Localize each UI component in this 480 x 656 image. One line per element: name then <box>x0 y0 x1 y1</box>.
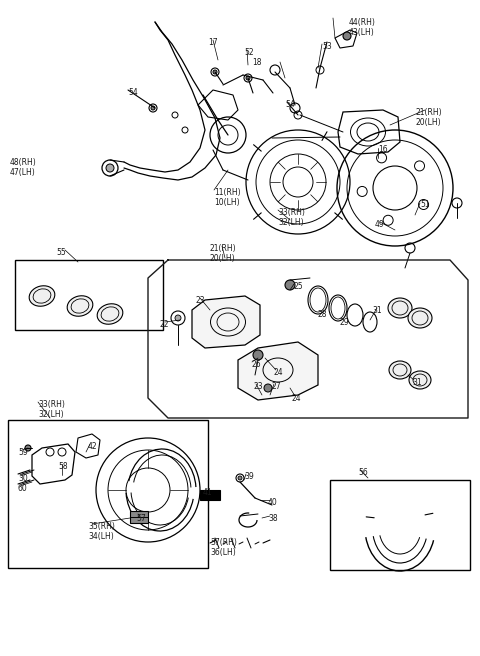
Text: 10(LH): 10(LH) <box>214 198 240 207</box>
Text: 33(RH): 33(RH) <box>38 400 65 409</box>
Ellipse shape <box>389 361 411 379</box>
Bar <box>130 511 148 523</box>
Polygon shape <box>192 296 260 348</box>
Text: 33(RH): 33(RH) <box>278 208 305 217</box>
Text: 41: 41 <box>203 488 213 497</box>
Text: 38: 38 <box>268 514 277 523</box>
Text: 21(RH): 21(RH) <box>415 108 442 117</box>
Text: 43(LH): 43(LH) <box>349 28 375 37</box>
Ellipse shape <box>67 296 93 316</box>
Text: 31: 31 <box>412 378 421 387</box>
Text: 60: 60 <box>18 484 28 493</box>
Circle shape <box>285 280 295 290</box>
Text: 28: 28 <box>318 310 327 319</box>
Ellipse shape <box>388 298 412 318</box>
Text: 26: 26 <box>252 360 262 369</box>
Text: 32(LH): 32(LH) <box>38 410 64 419</box>
Text: 54: 54 <box>285 100 295 109</box>
Text: 55: 55 <box>56 248 66 257</box>
Bar <box>15 260 163 330</box>
Text: 16: 16 <box>378 145 388 154</box>
Text: 22: 22 <box>160 320 169 329</box>
Text: 48(RH): 48(RH) <box>10 158 37 167</box>
Text: 44(RH): 44(RH) <box>349 18 376 27</box>
Text: 18: 18 <box>252 58 262 67</box>
Circle shape <box>253 350 263 360</box>
Text: 25: 25 <box>294 282 304 291</box>
Text: 24: 24 <box>274 368 284 377</box>
Circle shape <box>25 445 31 451</box>
Text: 21(RH): 21(RH) <box>210 244 237 253</box>
Bar <box>330 480 470 570</box>
Text: 51: 51 <box>420 200 430 209</box>
Ellipse shape <box>97 304 123 324</box>
Text: 53: 53 <box>322 42 332 51</box>
Circle shape <box>204 491 212 499</box>
Text: 36(LH): 36(LH) <box>210 548 236 557</box>
Bar <box>200 490 220 500</box>
Text: 17: 17 <box>208 38 217 47</box>
Polygon shape <box>238 342 318 400</box>
Text: 23: 23 <box>196 296 205 305</box>
Text: 40: 40 <box>268 498 278 507</box>
Text: 20(LH): 20(LH) <box>210 254 236 263</box>
Circle shape <box>246 76 250 80</box>
Text: 27: 27 <box>272 382 282 391</box>
Text: 31: 31 <box>372 306 382 315</box>
Text: 23: 23 <box>254 382 264 391</box>
Ellipse shape <box>29 286 55 306</box>
Text: 34(LH): 34(LH) <box>88 532 114 541</box>
Bar <box>8 420 208 568</box>
Text: 29: 29 <box>340 318 349 327</box>
Text: 49: 49 <box>375 220 385 229</box>
Circle shape <box>151 106 155 110</box>
Text: 11(RH): 11(RH) <box>214 188 240 197</box>
Text: 52: 52 <box>244 48 253 57</box>
Text: 37(RH): 37(RH) <box>210 538 237 547</box>
Circle shape <box>213 70 217 74</box>
Text: 24: 24 <box>292 394 301 403</box>
Text: 57: 57 <box>136 514 146 523</box>
Text: 56: 56 <box>358 468 368 477</box>
Text: 30: 30 <box>18 474 28 483</box>
Text: 35(RH): 35(RH) <box>88 522 115 531</box>
Text: 59: 59 <box>18 448 28 457</box>
Text: 20(LH): 20(LH) <box>415 118 441 127</box>
Text: 54: 54 <box>128 88 138 97</box>
Text: 32(LH): 32(LH) <box>278 218 304 227</box>
Circle shape <box>264 384 272 392</box>
Circle shape <box>343 32 351 40</box>
Circle shape <box>238 476 242 480</box>
Text: 42: 42 <box>88 442 97 451</box>
Text: 58: 58 <box>58 462 68 471</box>
Circle shape <box>175 315 181 321</box>
Ellipse shape <box>409 371 431 389</box>
Text: 47(LH): 47(LH) <box>10 168 36 177</box>
Text: 39: 39 <box>244 472 254 481</box>
Ellipse shape <box>408 308 432 328</box>
Circle shape <box>106 164 114 172</box>
